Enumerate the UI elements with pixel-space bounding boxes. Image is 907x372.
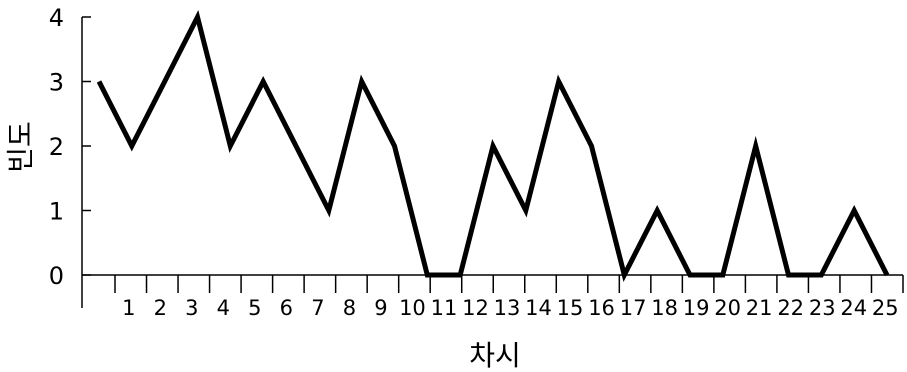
x-tick-label: 9 xyxy=(374,296,387,320)
x-tick-label: 24 xyxy=(840,296,867,320)
y-axis-title: 빈도 xyxy=(4,121,37,173)
x-tick-label: 5 xyxy=(248,296,261,320)
x-tick-label: 6 xyxy=(280,296,293,320)
x-tick-label: 11 xyxy=(431,296,458,320)
x-tick-label: 16 xyxy=(588,296,615,320)
x-tick-label: 23 xyxy=(809,296,836,320)
y-tick-label: 3 xyxy=(49,69,64,97)
x-tick-label: 20 xyxy=(714,296,741,320)
x-tick-label: 2 xyxy=(154,296,167,320)
x-tick-label: 21 xyxy=(746,296,773,320)
x-tick-label: 3 xyxy=(185,296,198,320)
x-tick-label: 18 xyxy=(651,296,678,320)
y-tick-label: 4 xyxy=(49,4,64,32)
x-tick-label: 15 xyxy=(557,296,584,320)
x-tick-label: 22 xyxy=(777,296,804,320)
x-tick-label: 8 xyxy=(343,296,356,320)
y-tick-label: 1 xyxy=(49,198,64,226)
y-tick-label: 2 xyxy=(49,133,64,161)
series-lines xyxy=(96,9,890,283)
x-axis-title: 차시 xyxy=(469,339,521,372)
y-axis: 0 1 2 3 4 xyxy=(49,4,91,308)
x-axis: 1 2 3 4 5 6 7 8 9 10 11 12 13 14 15 16 17 18 19 20 21 22 23 24 2… xyxy=(82,274,904,320)
x-tick-label: 1 xyxy=(122,296,135,320)
x-tick-label: 17 xyxy=(620,296,647,320)
y-tick-label: 0 xyxy=(49,262,64,290)
x-tick-label: 12 xyxy=(462,296,489,320)
x-tick-label: 10 xyxy=(399,296,426,320)
x-tick-label: 25 xyxy=(872,296,899,320)
x-tick-label: 7 xyxy=(311,296,324,320)
x-tick-label: 4 xyxy=(217,296,230,320)
x-tick-label: 19 xyxy=(683,296,710,320)
x-tick-label: 14 xyxy=(525,296,552,320)
x-tick-label: 13 xyxy=(494,296,521,320)
